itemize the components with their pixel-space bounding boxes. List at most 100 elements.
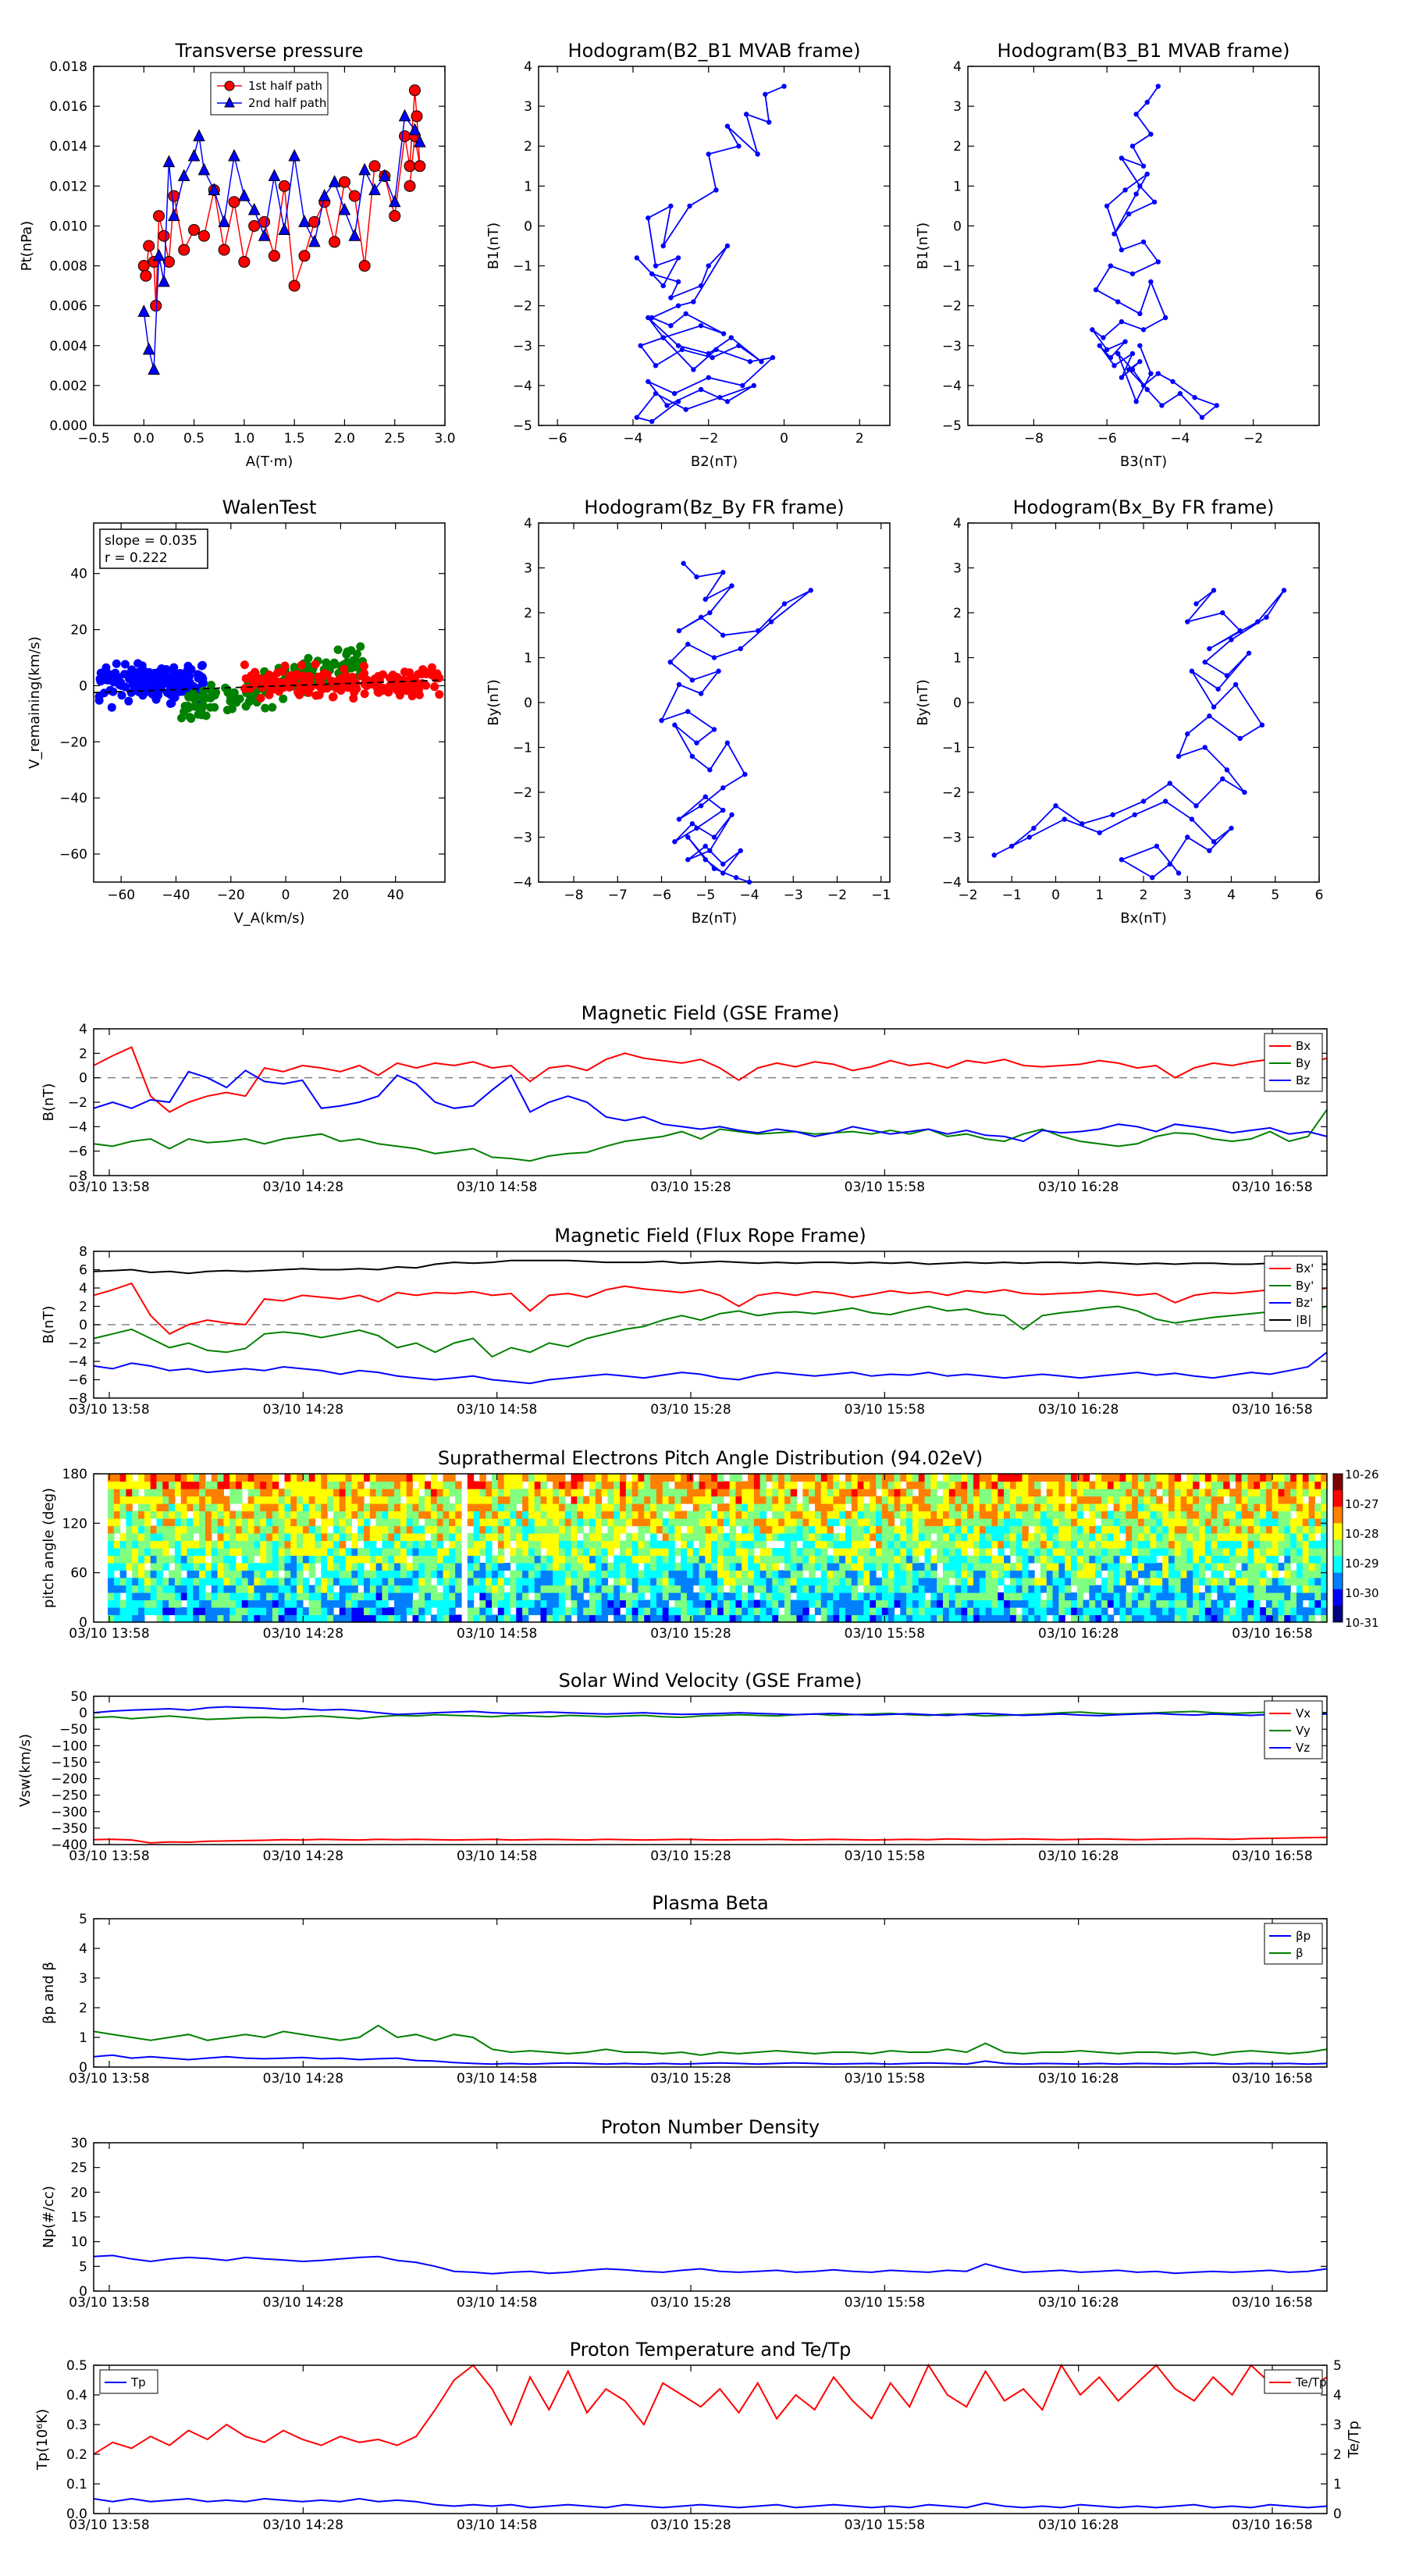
heatmap-cell [119, 1563, 127, 1571]
heatmap-cell [1089, 1578, 1096, 1586]
heatmap-cell [1009, 1599, 1017, 1608]
heatmap-cell [1223, 1548, 1230, 1557]
heatmap-cell [321, 1614, 328, 1623]
heatmap-cell [742, 1599, 749, 1608]
heatmap-cell [681, 1585, 688, 1593]
data-point [368, 160, 381, 173]
heatmap-cell [998, 1614, 1005, 1623]
heatmap-cell [1065, 1548, 1072, 1557]
heatmap-cell [162, 1548, 169, 1557]
heatmap-cell [692, 1578, 700, 1586]
heatmap-cell [1204, 1563, 1212, 1571]
heatmap-cell [887, 1592, 895, 1601]
data-point [218, 244, 230, 256]
heatmap-cell [247, 1548, 255, 1557]
heatmap-cell [967, 1503, 974, 1512]
heatmap-cell [681, 1555, 688, 1564]
heatmap-cell [400, 1614, 407, 1623]
heatmap-cell [418, 1503, 425, 1512]
heatmap-cell [1004, 1540, 1011, 1549]
heatmap-cell [772, 1518, 779, 1527]
heatmap-cell [1235, 1555, 1243, 1564]
heatmap-cell [241, 1503, 249, 1512]
heatmap-cell [790, 1614, 798, 1623]
heatmap-cell [577, 1481, 584, 1489]
heatmap-cell [930, 1525, 937, 1534]
heatmap-cell [425, 1481, 432, 1489]
heatmap-cell [723, 1518, 731, 1527]
heatmap-cell [1223, 1607, 1230, 1616]
heatmap-cell [321, 1510, 328, 1519]
heatmap-cell [241, 1474, 249, 1482]
heatmap-cell [400, 1481, 407, 1489]
heatmap-cell [345, 1585, 352, 1593]
heatmap-cell [443, 1599, 450, 1608]
x-tick-label: 3.0 [434, 431, 455, 447]
heatmap-cell [851, 1555, 859, 1564]
heatmap-cell [991, 1585, 998, 1593]
heatmap-cell [1034, 1525, 1041, 1534]
heatmap-cell [644, 1474, 651, 1482]
heatmap-cell [236, 1585, 243, 1593]
heatmap-cell [345, 1607, 352, 1616]
heatmap-cell [644, 1599, 651, 1608]
heatmap-cell [1083, 1489, 1090, 1497]
heatmap-cell [1046, 1525, 1054, 1534]
heatmap-cell [699, 1540, 706, 1549]
x-tick-label: 2 [1140, 888, 1148, 903]
data-point [766, 119, 772, 125]
heatmap-cell [571, 1578, 578, 1586]
series-line-1 [93, 2024, 1328, 2056]
data-point [195, 671, 205, 680]
heatmap-cell [528, 1570, 535, 1578]
heatmap-cell [1217, 1548, 1224, 1557]
heatmap-cell [156, 1533, 163, 1542]
heatmap-cell [144, 1533, 151, 1542]
heatmap-cell [254, 1570, 261, 1578]
heatmap-cell [516, 1474, 523, 1482]
heatmap-cell [516, 1585, 523, 1593]
heatmap-cell [942, 1489, 950, 1497]
heatmap-cell [1028, 1570, 1035, 1578]
heatmap-cell [979, 1540, 987, 1549]
heatmap-cell [705, 1548, 712, 1557]
heatmap-cell [339, 1607, 347, 1616]
heatmap-cell [772, 1548, 779, 1557]
heatmap-cell [425, 1599, 432, 1608]
heatmap-cell [443, 1503, 450, 1512]
heatmap-cell [369, 1489, 377, 1497]
heatmap-cell [1265, 1489, 1273, 1497]
heatmap-cell [692, 1607, 700, 1616]
heatmap-cells [108, 1474, 1328, 1623]
heatmap-cell [1144, 1585, 1151, 1593]
heatmap-cell [479, 1563, 486, 1571]
heatmap-cell [571, 1525, 578, 1534]
y-tick-label: −6 [68, 1373, 87, 1389]
heatmap-cell [753, 1614, 761, 1623]
y-tick-label: 1 [953, 179, 962, 194]
heatmap-cell [1247, 1510, 1254, 1519]
heatmap-cell [497, 1578, 505, 1586]
heatmap-cell [1198, 1518, 1206, 1527]
heatmap-cell [156, 1525, 163, 1534]
heatmap-cell [1168, 1614, 1176, 1623]
heatmap-cell [778, 1496, 785, 1504]
heatmap-cell [1016, 1585, 1023, 1593]
heatmap-cell [900, 1503, 907, 1512]
heatmap-cell [339, 1525, 347, 1534]
heatmap-cell [918, 1518, 926, 1527]
data-point [649, 315, 655, 321]
heatmap-cell [967, 1510, 974, 1519]
heatmap-cell [1168, 1570, 1176, 1578]
heatmap-cell [748, 1533, 755, 1542]
x-tick-label: 03/10 16:28 [1038, 2071, 1119, 2087]
heatmap-cell [241, 1510, 249, 1519]
heatmap-cell [577, 1555, 584, 1564]
heatmap-cell [589, 1585, 596, 1593]
heatmap-cell [948, 1489, 956, 1497]
heatmap-cell [796, 1592, 803, 1601]
heatmap-cell [1101, 1503, 1108, 1512]
heatmap-cell [1217, 1555, 1224, 1564]
data-point [746, 879, 752, 885]
